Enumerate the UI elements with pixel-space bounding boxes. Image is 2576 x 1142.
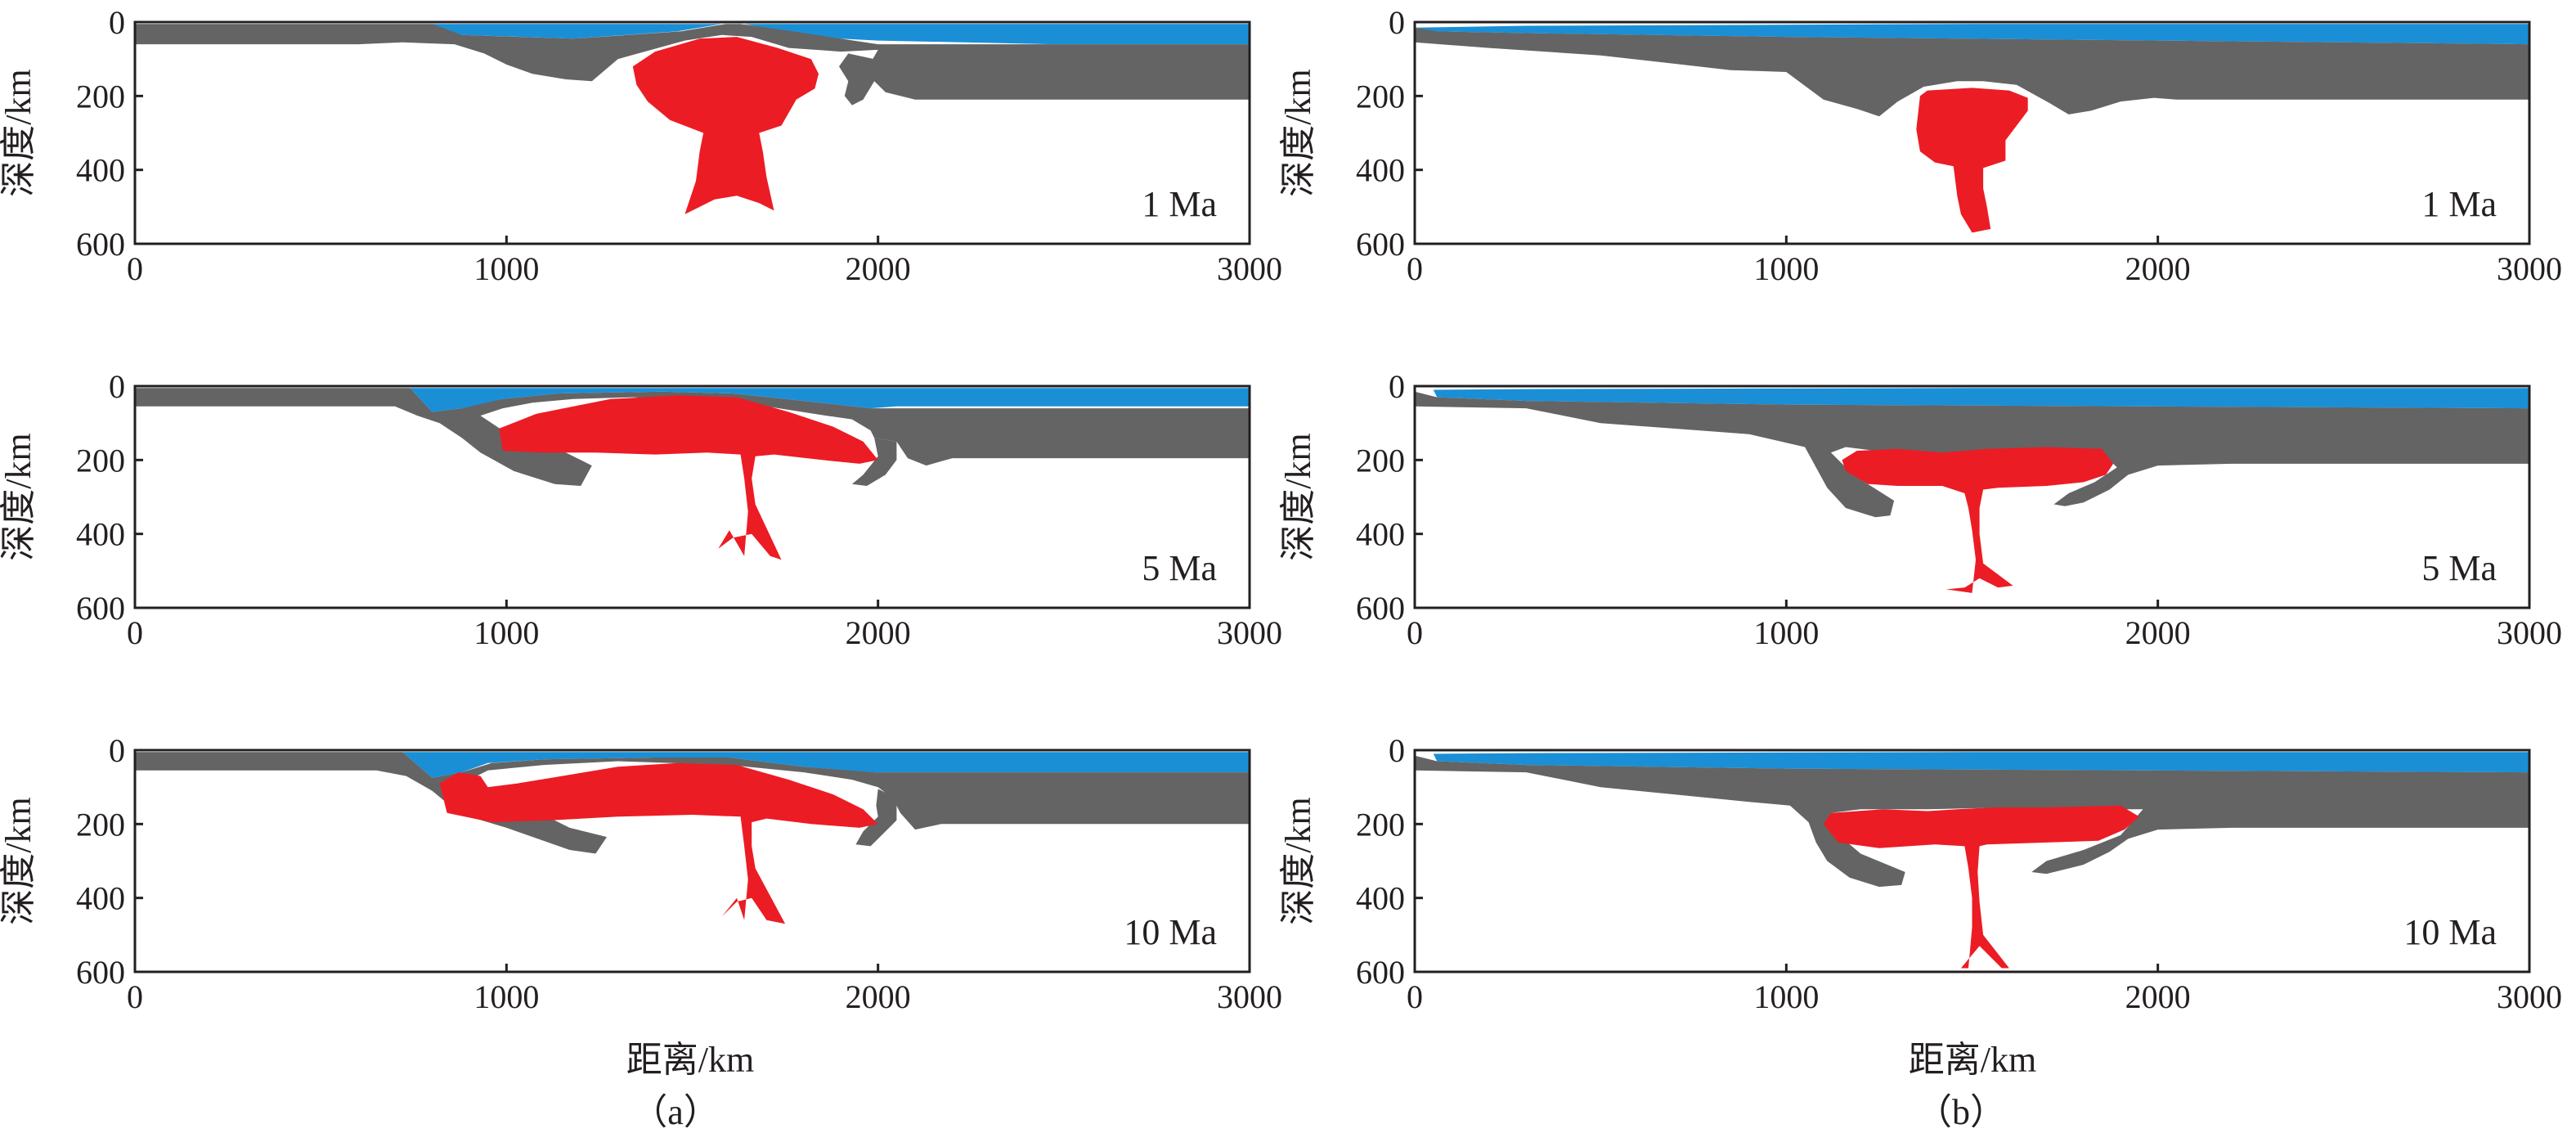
x-tick-label: 0 [127, 614, 143, 651]
y-axis-title: 深度/km [1278, 433, 1318, 560]
y-tick-label: 400 [1356, 880, 1405, 917]
y-tick-label: 400 [1356, 152, 1405, 189]
x-tick-label: 1000 [1753, 978, 1819, 1015]
y-tick-label: 600 [1356, 954, 1405, 991]
lithosphere-body [851, 438, 897, 486]
x-tick-label: 1000 [473, 614, 539, 651]
y-tick-label: 400 [76, 880, 125, 917]
y-tick-label: 400 [1356, 516, 1405, 553]
panel-frame [133, 749, 1251, 973]
x-tick-label: 3000 [2497, 978, 2562, 1015]
y-tick-label: 200 [1356, 442, 1405, 479]
y-tick-label: 0 [109, 732, 125, 769]
x-tick-label: 3000 [1217, 978, 1282, 1015]
lithosphere-body [839, 53, 875, 106]
mantle-plume [1842, 447, 2114, 593]
x-tick-label: 0 [1407, 250, 1423, 287]
y-tick-label: 200 [1356, 806, 1405, 843]
y-tick-label: 0 [1389, 732, 1405, 769]
x-tick-label: 1000 [1753, 250, 1819, 287]
x-tick-label: 0 [1407, 614, 1423, 651]
y-tick-label: 600 [1356, 226, 1405, 263]
y-tick-label: 600 [1356, 590, 1405, 627]
x-tick-label: 0 [1407, 978, 1423, 1015]
y-axis-title: 深度/km [1278, 69, 1318, 196]
y-tick-label: 0 [109, 368, 125, 405]
panel-b-3: 0 1000 2000 3000 0 200 400 600 深度/km 10 Ma [1278, 732, 2562, 1015]
x-tick-label: 3000 [1217, 250, 1282, 287]
time-label: 10 Ma [2403, 912, 2497, 952]
panel-frame [1413, 20, 2531, 245]
water-layer [1433, 752, 2529, 773]
x-tick-label: 3000 [2497, 614, 2562, 651]
x-tick-label: 2000 [846, 978, 911, 1015]
panel-b-1: 0 1000 2000 3000 0 200 400 600 深度/km 1 Ma [1278, 4, 2562, 287]
y-axis-title: 深度/km [0, 797, 38, 924]
x-tick-label: 3000 [1217, 614, 1282, 651]
mantle-plume [1916, 88, 2028, 233]
x-tick-label: 1000 [473, 250, 539, 287]
time-label: 1 Ma [2421, 184, 2497, 224]
y-tick-label: 600 [76, 226, 125, 263]
panel-frame [133, 384, 1251, 609]
y-tick-label: 0 [1389, 4, 1405, 41]
x-tick-label: 1000 [473, 978, 539, 1015]
y-tick-label: 400 [76, 152, 125, 189]
x-tick-label: 2000 [2125, 614, 2191, 651]
mantle-plume [499, 395, 878, 560]
y-tick-label: 0 [1389, 368, 1405, 405]
y-tick-label: 200 [1356, 78, 1405, 115]
y-tick-label: 200 [76, 442, 125, 479]
y-tick-label: 400 [76, 516, 125, 553]
column-label-a: （a） [631, 1092, 720, 1132]
x-tick-label: 0 [127, 978, 143, 1015]
x-tick-label: 0 [127, 250, 143, 287]
lithosphere-body [1415, 27, 2529, 117]
x-axis-title-b: 距离/km [1909, 1040, 2036, 1080]
x-axis-title-a: 距离/km [626, 1040, 754, 1080]
water-layer [402, 752, 1250, 778]
y-axis-title: 深度/km [0, 433, 38, 560]
x-tick-label: 3000 [2497, 250, 2562, 287]
x-tick-label: 2000 [2125, 978, 2191, 1015]
lithosphere-body [1415, 755, 2529, 888]
panel-a-2: 0 1000 2000 3000 0 200 400 600 深度/km 5 Ma [0, 368, 1282, 651]
lithosphere-body [855, 789, 897, 847]
mantle-plume [632, 37, 819, 214]
lithosphere-body [135, 752, 1250, 854]
panel-b-2: 0 1000 2000 3000 0 200 400 600 深度/km 5 Ma [1278, 368, 2562, 651]
y-tick-label: 200 [76, 78, 125, 115]
mantle-plume [1823, 805, 2139, 969]
column-label-b: （b） [1916, 1092, 2006, 1132]
panel-frame [1413, 384, 2531, 609]
x-tick-label: 1000 [1753, 614, 1819, 651]
panel-frame [1413, 749, 2531, 973]
water-layer [410, 388, 1250, 412]
panel-frame [133, 20, 1251, 245]
y-tick-label: 0 [109, 4, 125, 41]
water-layer [1433, 388, 2529, 409]
time-label: 5 Ma [1142, 548, 1217, 588]
time-label: 1 Ma [1142, 184, 1217, 224]
water-layer [432, 24, 1250, 45]
x-tick-label: 2000 [846, 250, 911, 287]
water-layer [1415, 24, 2529, 45]
panel-a-3: 0 1000 2000 3000 0 200 400 600 深度/km 10 Ma [0, 732, 1282, 1015]
time-label: 10 Ma [1124, 912, 1217, 952]
y-axis-title: 深度/km [0, 69, 38, 196]
y-tick-label: 600 [76, 590, 125, 627]
panel-a-1: 0 1000 2000 3000 0 200 400 600 深度/km 1 Ma [0, 4, 1282, 287]
x-tick-label: 2000 [2125, 250, 2191, 287]
time-label: 5 Ma [2421, 548, 2497, 588]
y-axis-title: 深度/km [1278, 797, 1318, 924]
y-tick-label: 600 [76, 954, 125, 991]
mantle-plume [439, 762, 878, 924]
y-tick-label: 200 [76, 806, 125, 843]
lithosphere-body [135, 24, 1250, 100]
lithosphere-body [1415, 391, 2529, 518]
lithosphere-body [135, 388, 1250, 486]
x-tick-label: 2000 [846, 614, 911, 651]
